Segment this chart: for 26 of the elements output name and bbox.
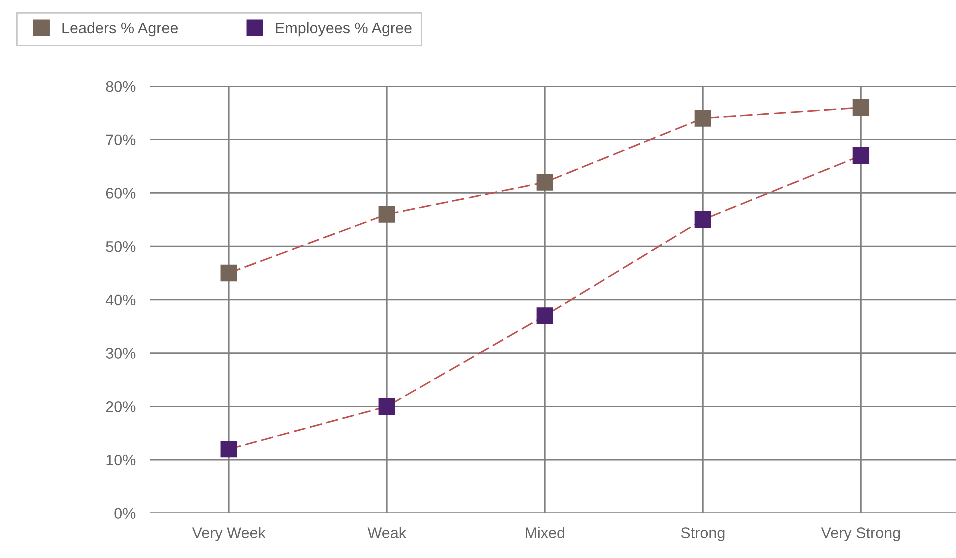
y-tick-label: 60% <box>106 188 136 199</box>
x-tick-label: Weak <box>368 527 407 538</box>
x-tick-label: Very Strong <box>821 528 900 542</box>
point <box>536 174 554 191</box>
y-tick-label: 50% <box>106 241 136 252</box>
y-tick-label: 80% <box>106 81 136 92</box>
point <box>378 398 396 415</box>
point <box>220 264 238 282</box>
x-tick-label: Very Week <box>192 527 266 542</box>
point <box>378 206 396 223</box>
point <box>536 308 554 324</box>
legend-label: Leaders % Agree <box>62 22 178 37</box>
y-tick-label: 70% <box>106 134 136 146</box>
point <box>694 212 712 228</box>
y-tick-label: 0% <box>114 508 136 520</box>
point <box>220 440 238 458</box>
x-tick-label: Mixed <box>526 527 565 538</box>
x-tick-label: Strong <box>681 528 725 542</box>
y-tick-label: 20% <box>106 402 136 412</box>
y-tick-label: 10% <box>106 454 136 466</box>
y-tick-label: 40% <box>106 294 136 306</box>
point <box>852 100 870 116</box>
point <box>694 110 712 127</box>
point <box>852 148 870 164</box>
legend-label: Employees % Agree <box>276 22 412 37</box>
y-tick-label: 30% <box>106 348 136 359</box>
